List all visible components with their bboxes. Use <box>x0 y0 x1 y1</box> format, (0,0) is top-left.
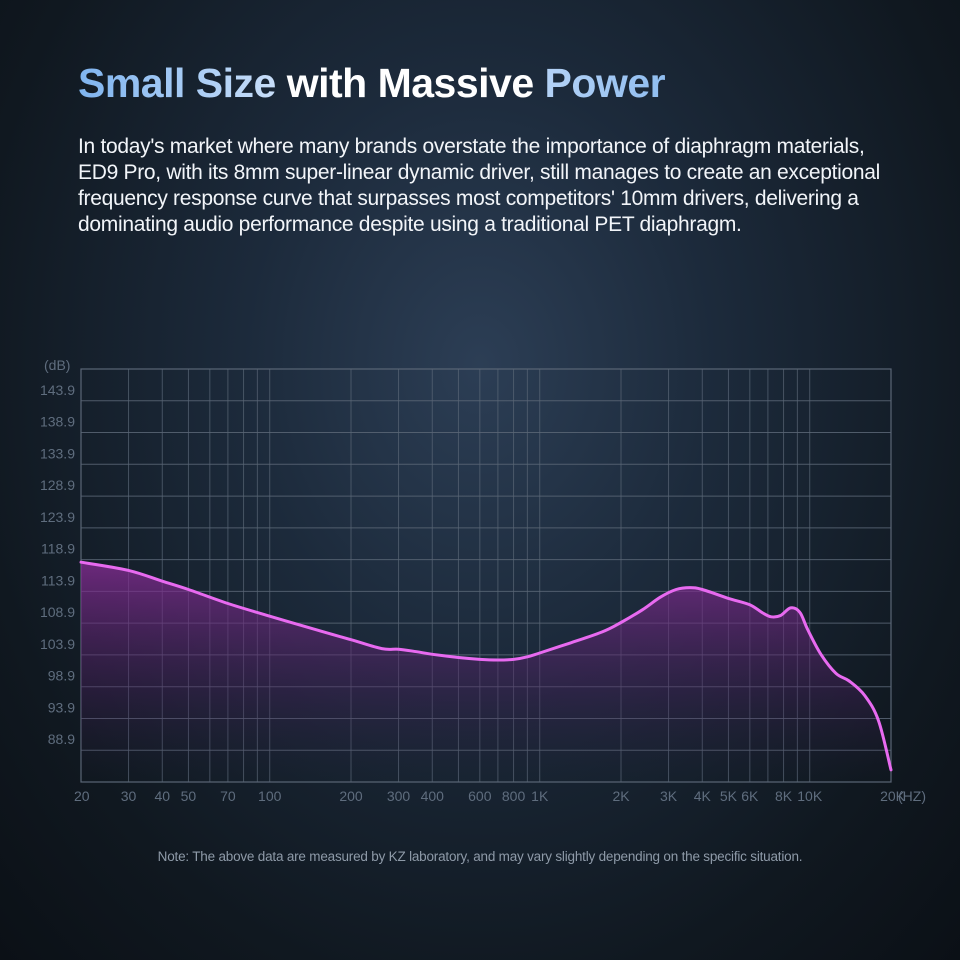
x-tick-label: 70 <box>220 788 236 804</box>
x-tick-label: 5K <box>720 788 738 804</box>
x-tick-label: 600 <box>468 788 492 804</box>
x-tick-label: 40 <box>154 788 170 804</box>
headline: Small Size with Massive Power <box>78 58 666 108</box>
y-tick-label: 108.9 <box>40 604 75 620</box>
x-tick-label: 800 <box>502 788 526 804</box>
headline-part-3: Power <box>544 60 666 106</box>
y-tick-label: 93.9 <box>48 699 75 715</box>
x-tick-label: 4K <box>694 788 712 804</box>
y-tick-label: 123.9 <box>40 509 75 525</box>
y-tick-label: 118.9 <box>41 541 75 557</box>
y-tick-labels: 143.9 138.9 133.9 128.9 123.9 118.9 113.9 108.9… <box>40 382 75 747</box>
y-tick-label: 143.9 <box>40 382 75 398</box>
x-tick-label: 10K <box>797 788 823 804</box>
x-tick-label: 8K <box>775 788 793 804</box>
response-curve <box>79 560 893 772</box>
x-axis-label: (HZ) <box>898 788 926 804</box>
x-tick-label: 3K <box>660 788 678 804</box>
x-tick-label: 300 <box>387 788 411 804</box>
x-tick-label: 400 <box>421 788 445 804</box>
x-tick-label: 30 <box>121 788 137 804</box>
y-tick-label: 128.9 <box>40 477 75 493</box>
y-axis-label: (dB) <box>44 357 70 373</box>
x-tick-labels: 20 30 40 50 70 100 200 300 400 600 800 1K 2K 3K 4K 5K 6K… <box>74 788 906 804</box>
x-tick-label: 6K <box>741 788 759 804</box>
intro-paragraph: In today's market where many brands over… <box>78 135 880 236</box>
y-tick-label: 133.9 <box>40 445 75 461</box>
headline-part-1: Small Size <box>78 60 276 106</box>
y-tick-label: 103.9 <box>40 636 75 652</box>
y-tick-label: 138.9 <box>40 414 75 430</box>
x-tick-label: 50 <box>181 788 197 804</box>
response-area <box>81 562 891 782</box>
x-tick-label: 1K <box>531 788 549 804</box>
y-tick-label: 113.9 <box>41 572 75 588</box>
y-tick-label: 98.9 <box>48 668 75 684</box>
x-tick-label: 200 <box>339 788 363 804</box>
x-tick-label: 2K <box>612 788 630 804</box>
x-tick-label: 20 <box>74 788 90 804</box>
headline-part-2: with Massive <box>275 60 545 106</box>
x-tick-label: 100 <box>258 788 282 804</box>
x-tick-label: 20K <box>880 788 906 804</box>
y-tick-label: 88.9 <box>48 731 75 747</box>
measurement-note: Note: The above data are measured by KZ … <box>157 849 803 864</box>
